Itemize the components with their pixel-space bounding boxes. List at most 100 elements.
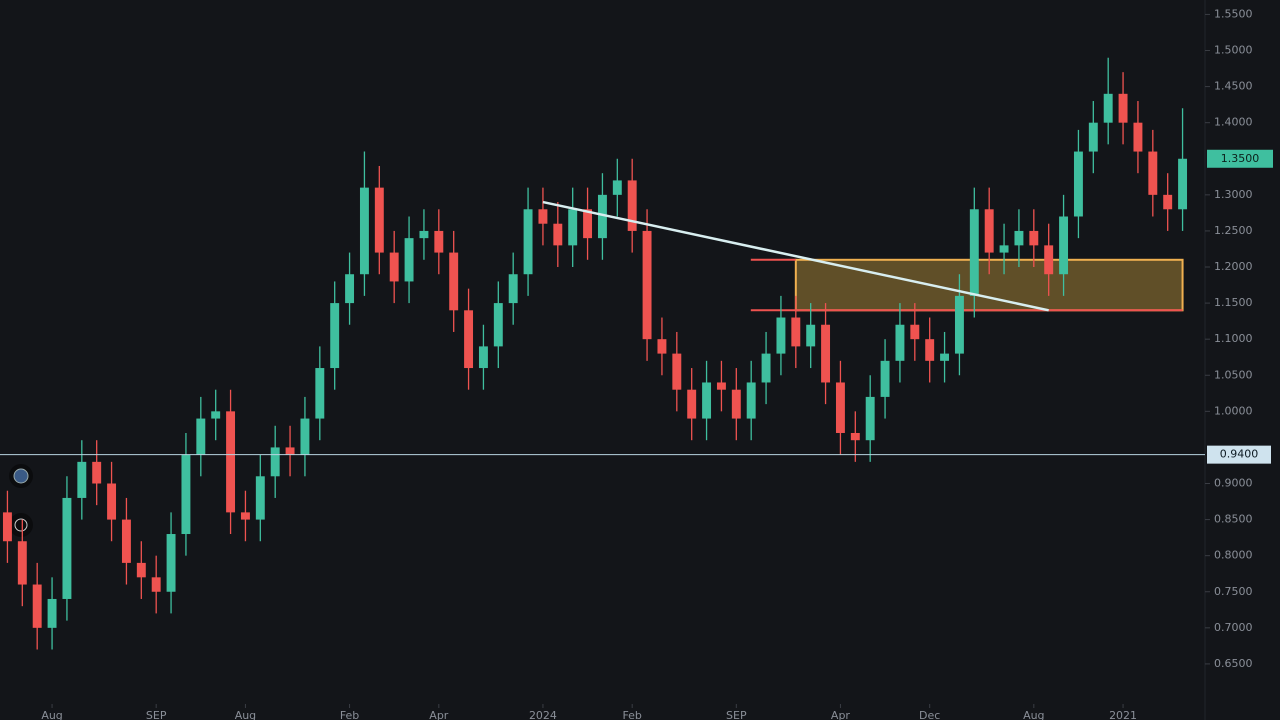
candle-body <box>1014 230 1024 246</box>
x-tick-label: 2024 <box>529 709 557 720</box>
candle-body <box>226 411 236 513</box>
candle-body <box>672 353 682 390</box>
candle-body <box>954 295 964 354</box>
candle-body <box>330 303 340 369</box>
candle-body <box>1118 93 1128 123</box>
tool-icon <box>14 518 28 532</box>
candle-body <box>121 519 131 563</box>
y-tick-label: 0.9000 <box>1214 477 1253 490</box>
y-tick-label: 1.3000 <box>1214 188 1253 201</box>
candle-body <box>702 382 712 419</box>
candle-body <box>523 209 533 275</box>
candle-body <box>92 461 102 484</box>
y-tick-label: 0.7000 <box>1214 621 1253 634</box>
price-line-tag <box>1207 445 1271 464</box>
tool-button[interactable] <box>9 513 33 537</box>
candle-body <box>1044 245 1054 275</box>
candle-body <box>761 353 771 383</box>
candle-body <box>538 209 548 224</box>
y-tick-label: 0.8500 <box>1214 513 1253 526</box>
x-tick-label: Feb <box>340 709 359 720</box>
candle-body <box>136 562 146 578</box>
candle-body <box>657 339 667 354</box>
candle-body <box>806 324 816 347</box>
last-price-label: 1.3500 <box>1221 152 1260 165</box>
candle-body <box>449 252 459 311</box>
candle-body <box>374 187 384 253</box>
candle-body <box>642 230 652 340</box>
tool-icon <box>13 468 29 484</box>
candle-body <box>434 230 444 253</box>
candle-body <box>2 512 12 542</box>
candle-body <box>627 180 637 231</box>
candle-body <box>270 447 280 477</box>
y-tick-label: 1.5000 <box>1214 44 1253 57</box>
price-line-label: 0.9400 <box>1220 448 1259 461</box>
candle-body <box>17 541 27 585</box>
candle-body <box>1059 216 1069 275</box>
candle-body <box>865 396 875 441</box>
candle-body <box>895 324 905 361</box>
x-tick-label: Aug <box>235 709 256 720</box>
candle-body <box>151 577 161 592</box>
candle-body <box>1178 158 1188 210</box>
toolbar <box>9 464 33 537</box>
candle-body <box>196 418 206 455</box>
y-tick-label: 1.1500 <box>1214 296 1253 309</box>
candle-body <box>612 180 622 195</box>
candle-body <box>166 534 176 592</box>
candle-body <box>746 382 756 419</box>
candle-body <box>77 461 87 498</box>
x-tick-label: Apr <box>429 709 449 720</box>
candle-body <box>419 230 429 239</box>
candle-body <box>984 209 994 253</box>
candle-body <box>969 209 979 296</box>
candle-body <box>404 238 414 282</box>
candle-body <box>62 497 72 599</box>
candle-body <box>731 389 741 419</box>
candle-body <box>389 252 399 282</box>
x-tick-label: Aug <box>1023 709 1044 720</box>
candle-body <box>1073 151 1083 217</box>
candle-body <box>32 584 42 628</box>
candle-body <box>1163 194 1173 210</box>
x-tick-label: Dec <box>919 709 940 720</box>
y-tick-label: 1.2500 <box>1214 224 1253 237</box>
candle-body <box>850 432 860 441</box>
candle-body <box>687 389 697 419</box>
candle-body <box>1148 151 1158 195</box>
candle-body <box>791 317 801 347</box>
candle-body <box>359 187 369 275</box>
candle-body <box>925 339 935 361</box>
y-tick-label: 1.4500 <box>1214 80 1253 93</box>
y-tick-label: 1.2000 <box>1214 260 1253 273</box>
y-tick-label: 0.7500 <box>1214 585 1253 598</box>
candle-body <box>776 317 786 354</box>
y-tick-label: 1.4000 <box>1214 116 1253 129</box>
y-tick-label: 0.6500 <box>1214 657 1253 670</box>
candle-body <box>880 360 890 397</box>
candle-body <box>240 512 250 520</box>
candle-body <box>345 274 355 304</box>
candle-body <box>464 310 474 369</box>
x-tick-label: Feb <box>622 709 641 720</box>
candle-body <box>285 447 295 455</box>
trend-line <box>542 200 1049 312</box>
candle-body <box>300 418 310 455</box>
candle-body <box>493 303 503 347</box>
candle-body <box>107 483 117 520</box>
candle-body <box>940 353 950 361</box>
candle-body <box>478 346 488 369</box>
candle-body <box>1088 122 1098 152</box>
last-price-tag <box>1207 149 1273 168</box>
candle-body <box>47 598 57 628</box>
y-tick-label: 1.0000 <box>1214 404 1253 417</box>
y-tick-label: 1.0500 <box>1214 368 1253 381</box>
x-tick-label: Apr <box>831 709 851 720</box>
candle-body <box>211 411 221 419</box>
y-tick-label: 0.8000 <box>1214 549 1253 562</box>
x-tick-label: SEP <box>726 709 747 720</box>
candle-body <box>999 245 1009 253</box>
